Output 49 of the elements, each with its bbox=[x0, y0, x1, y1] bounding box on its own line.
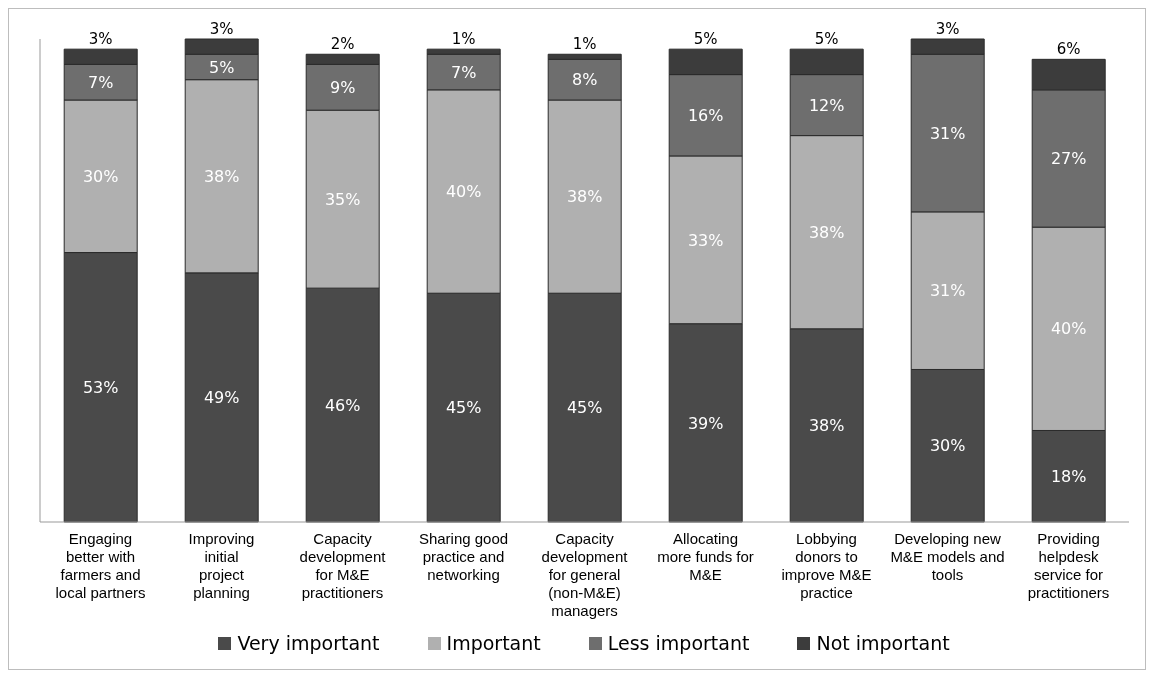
data-label: 18% bbox=[1050, 466, 1087, 486]
x-tick-label: Engaging better with farmers and local partners bbox=[55, 530, 146, 601]
data-label: 1% bbox=[451, 30, 476, 49]
data-label: 30% bbox=[929, 436, 966, 456]
data-label: 12% bbox=[808, 95, 845, 115]
x-tick-label: Allocating more funds for M&E bbox=[657, 530, 754, 583]
x-tick-label: Capacity development for M&E practitioners bbox=[299, 530, 387, 601]
data-label: 45% bbox=[445, 398, 482, 418]
x-tick-label: Sharing good practice and networking bbox=[418, 530, 509, 583]
data-label: 38% bbox=[808, 222, 845, 242]
data-label: 38% bbox=[203, 166, 240, 186]
data-label: 31% bbox=[929, 123, 966, 143]
data-label: 7% bbox=[451, 62, 477, 82]
data-label: 3% bbox=[209, 20, 234, 38]
x-tick-label: Developing new M&E models and tools bbox=[890, 530, 1005, 583]
x-tick-label: Lobbying donors to improve M&E practice bbox=[781, 530, 872, 601]
data-label: 8% bbox=[572, 70, 598, 90]
data-label: 31% bbox=[929, 281, 966, 301]
data-label: 39% bbox=[687, 413, 724, 433]
data-label: 30% bbox=[82, 166, 119, 186]
x-tick-label: Improving initial project planning bbox=[188, 530, 255, 601]
data-label: 16% bbox=[687, 105, 724, 125]
data-label: 5% bbox=[814, 30, 839, 49]
data-label: 1% bbox=[572, 35, 597, 54]
data-label: 2% bbox=[330, 35, 355, 54]
data-label: 9% bbox=[330, 77, 356, 97]
data-label: 27% bbox=[1050, 149, 1087, 169]
x-tick-label: Providing helpdesk service for practitioners bbox=[1027, 530, 1110, 601]
data-label: 5% bbox=[209, 57, 235, 77]
data-label: 45% bbox=[566, 398, 603, 418]
data-label: 3% bbox=[935, 20, 960, 38]
data-label: 6% bbox=[1056, 40, 1081, 59]
data-label: 46% bbox=[324, 395, 361, 415]
x-tick-label: Capacity development for general (non-M&E) managers bbox=[541, 530, 629, 619]
data-label: 40% bbox=[445, 182, 482, 202]
data-label: 7% bbox=[88, 72, 114, 92]
data-label: 53% bbox=[82, 377, 119, 397]
data-label: 33% bbox=[687, 230, 724, 250]
data-label: 38% bbox=[566, 187, 603, 207]
data-label: 35% bbox=[324, 189, 361, 209]
legend-label: Not important bbox=[815, 632, 950, 654]
legend-label: Very important bbox=[236, 632, 380, 654]
data-label: 5% bbox=[693, 30, 718, 49]
legend-label: Important bbox=[445, 632, 541, 654]
data-label: 3% bbox=[88, 30, 113, 49]
legend-label: Less important bbox=[606, 632, 750, 654]
data-label: 49% bbox=[203, 388, 240, 408]
data-label: 38% bbox=[808, 416, 845, 436]
data-label: 40% bbox=[1050, 319, 1087, 339]
